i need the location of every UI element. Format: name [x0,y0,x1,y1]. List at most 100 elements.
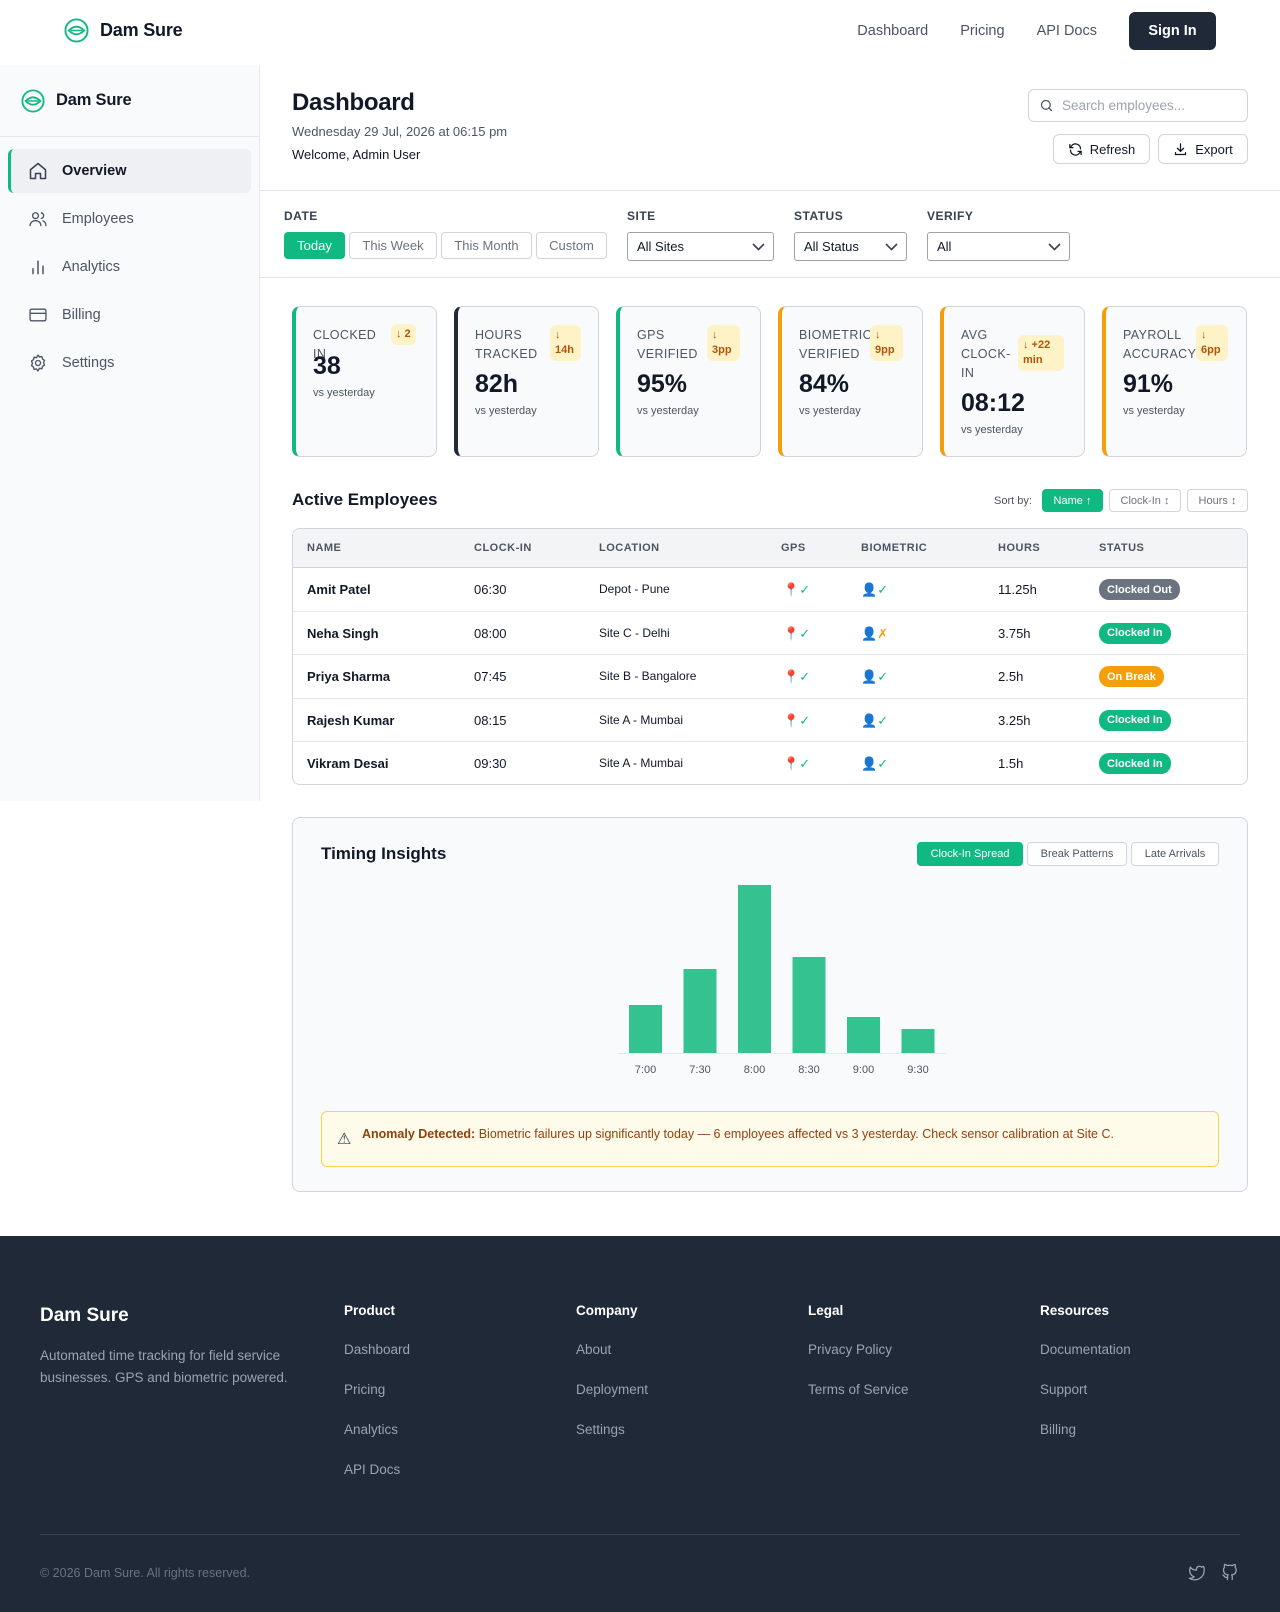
gps-status: 📍✓ [783,626,810,642]
brand-logo[interactable]: Dam Sure [64,18,183,43]
sign-in-button[interactable]: Sign In [1129,12,1216,50]
biometric-check-mark: ✓ [877,669,889,684]
footer-link-about[interactable]: About [576,1342,612,1357]
gps-check-mark: ✓ [799,625,811,641]
kpi-label: CLOCKED IN [313,328,377,361]
table-row[interactable]: Vikram Desai 09:30 Site A - Mumbai 📍✓ 👤✓ 1.5h… [293,742,1247,784]
footer-link-deployment[interactable]: Deployment [576,1382,649,1397]
date-filter-label: DATE [284,209,318,223]
footer-copyright: © 2026 Dam Sure. All rights reserved. [40,1566,250,1580]
users-icon [29,212,47,227]
footer-link-settings[interactable]: Settings [576,1422,625,1437]
map-pin-icon: 📍 [783,756,800,771]
sort-by-hours-button[interactable]: Hours ↕ [1187,489,1248,512]
timing-insights-title: Timing Insights [321,844,447,863]
sidebar-item-employees[interactable]: Employees [8,197,251,241]
nav-link-dashboard[interactable]: Dashboard [857,23,929,39]
footer-link-privacy-policy[interactable]: Privacy Policy [808,1342,893,1357]
sidebar-item-analytics[interactable]: Analytics [8,245,251,289]
sidebar-item-overview[interactable]: Overview [8,149,251,193]
table-row[interactable]: Neha Singh 08:00 Site C - Delhi 📍✓ 👤✗ 3.75h Cl… [293,612,1247,655]
chart-tick-label: 8:00 [744,1064,765,1076]
footer-link-pricing[interactable]: Pricing [344,1382,386,1397]
chart-tick-label: 7:30 [689,1064,710,1076]
kpi-label: GPS VERIFIED [637,328,698,361]
footer-link-documentation[interactable]: Documentation [1040,1342,1131,1357]
sort-by-name-button[interactable]: Name ↑ [1042,489,1103,512]
column-header[interactable]: CLOCK-IN [474,542,532,554]
column-header[interactable]: NAME [307,542,342,554]
dam-sure-logo-icon [64,18,89,43]
column-header[interactable]: LOCATION [599,542,660,554]
sidebar-item-billing[interactable]: Billing [8,293,251,337]
footer-link-api-docs[interactable]: API Docs [344,1462,401,1477]
kpi-change-badge: ↓ 2 [391,324,416,345]
column-header[interactable]: STATUS [1099,542,1145,554]
sort-by-clock-in-button[interactable]: Clock-In ↕ [1109,489,1181,512]
date-filter-this-month[interactable]: This Month [441,232,532,259]
chart-bar-700[interactable] [629,1005,662,1053]
clock-in-time: 08:00 [474,625,507,641]
kpi-change-badge: ↓ 9pp [870,325,903,361]
credit-card-icon [29,308,47,322]
search-input[interactable] [1062,98,1242,113]
date-filter-today[interactable]: Today [284,232,345,259]
dam-sure-logo-icon [21,88,45,113]
verify-filter-label: VERIFY [927,209,974,223]
kpi-label: PAYROLL ACCURACY [1123,328,1197,361]
nav-link-api-docs[interactable]: API Docs [1036,23,1097,39]
chart-bar-800[interactable] [738,885,771,1053]
sort-by-label: Sort by: [994,495,1032,507]
nav-link-pricing[interactable]: Pricing [960,23,1005,39]
site-select-value: All Sites [637,239,684,254]
chart-bar-900[interactable] [847,1017,880,1053]
chart-bar-730[interactable] [683,969,717,1053]
export-button[interactable]: Export [1158,134,1248,164]
footer-column-product: Product Dashboard Pricing Analytics API … [344,1303,410,1502]
clock-in-time: 06:30 [474,582,507,597]
kpi-card-payroll-accuracy: PAYROLL ACCURACY ↓ 6pp 91% vs yesterday [1102,306,1247,457]
clock-in-time: 07:45 [474,669,507,684]
employee-name: Vikram Desai [307,756,389,771]
sidebar-item-settings[interactable]: Settings [8,341,251,385]
chart-tick-label: 8:30 [798,1064,819,1076]
verify-select[interactable]: All [927,232,1070,261]
footer-column-title: Company [576,1303,638,1318]
footer-link-dashboard[interactable]: Dashboard [344,1342,411,1357]
chart-bar-830[interactable] [792,957,826,1053]
search-box[interactable] [1028,89,1248,122]
site-select[interactable]: All Sites [627,232,774,261]
sidebar: Dam Sure Overview Employees Analytics Bi… [0,65,260,801]
refresh-button[interactable]: Refresh [1053,134,1150,164]
gps-check-mark: ✓ [799,582,811,597]
date-filter-this-week[interactable]: This Week [349,232,437,259]
column-header[interactable]: BIOMETRIC [861,542,928,554]
map-pin-icon: 📍 [783,669,800,684]
chart-bar-930[interactable] [901,1029,935,1053]
twitter-icon[interactable] [1187,1563,1205,1581]
biometric-status: 👤✓ [861,756,888,772]
footer-link-billing[interactable]: Billing [1040,1422,1077,1437]
gps-check-mark: ✓ [799,669,811,684]
tab-break-patterns[interactable]: Break Patterns [1027,842,1127,866]
table-row[interactable]: Rajesh Kumar 08:15 Site A - Mumbai 📍✓ 👤✓ 3.25… [293,699,1247,742]
status-badge: On Break [1099,666,1164,687]
timing-insights-card: Timing Insights Clock-In Spread Break Pa… [292,817,1248,1192]
tab-late-arrivals[interactable]: Late Arrivals [1131,842,1219,866]
kpi-subtext: vs yesterday [1123,405,1185,417]
table-row[interactable]: Amit Patel 06:30 Depot - Pune 📍✓ 👤✓ 11.25h Clo… [293,568,1247,612]
sidebar-item-label: Analytics [62,259,121,275]
column-header[interactable]: HOURS [998,542,1041,554]
tab-clock-in-spread[interactable]: Clock-In Spread [917,842,1023,866]
footer-description: Automated time tracking for field servic… [40,1348,288,1385]
status-select[interactable]: All Status [794,232,907,261]
date-filter-custom[interactable]: Custom [536,232,607,259]
github-icon[interactable] [1221,1563,1239,1581]
sidebar-brand[interactable]: Dam Sure [0,65,259,137]
column-header[interactable]: GPS [781,542,806,554]
footer-link-terms-of-service[interactable]: Terms of Service [808,1382,909,1397]
table-row[interactable]: Priya Sharma 07:45 Site B - Bangalore 📍✓ 👤✓ 2… [293,655,1247,699]
kpi-subtext: vs yesterday [637,405,699,417]
footer-link-support[interactable]: Support [1040,1382,1088,1397]
footer-link-analytics[interactable]: Analytics [344,1422,399,1437]
